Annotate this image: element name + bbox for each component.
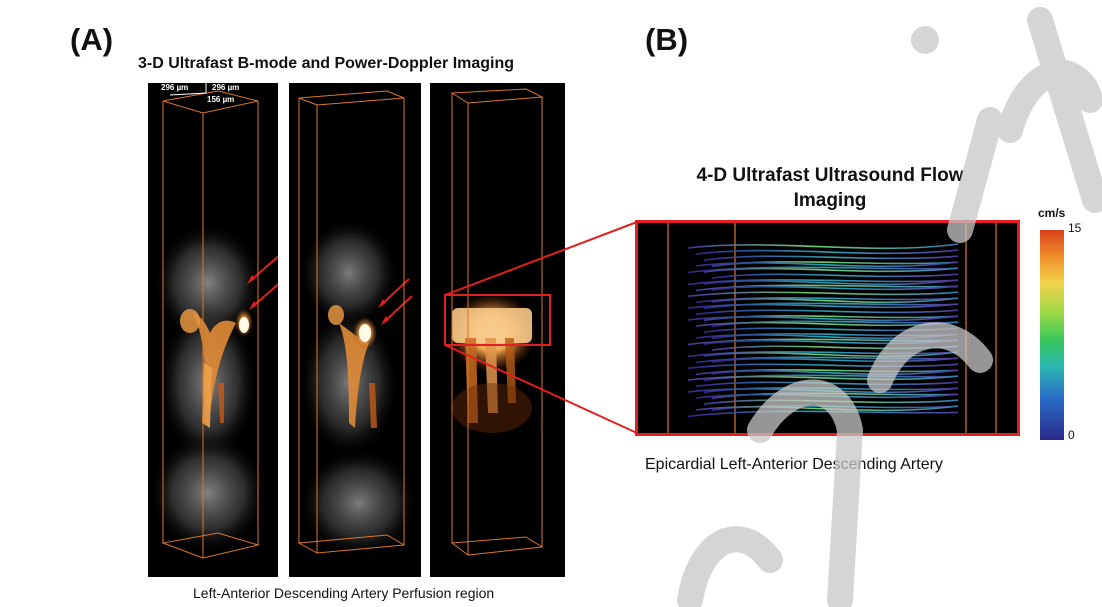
flow-streamline <box>687 363 959 369</box>
scale-label-x: 296 µm <box>161 83 189 92</box>
flow-streamline <box>703 327 959 333</box>
colorbar-min: 0 <box>1068 428 1075 442</box>
flow-streamline <box>711 285 959 291</box>
colorbar-unit: cm/s <box>1038 206 1066 220</box>
panel-b-title-line2: Imaging <box>793 190 867 211</box>
flow-imaging-frame <box>635 220 1020 436</box>
bmode-doppler-volume-2 <box>289 83 421 577</box>
panel-a-label: (A) <box>70 22 114 57</box>
panel-a-title: 3-D Ultrafast B-mode and Power-Doppler I… <box>138 55 515 72</box>
flow-streamline <box>711 297 959 304</box>
flow-streamline <box>687 303 959 309</box>
flow-streamline <box>687 243 959 250</box>
velocity-colorbar <box>1040 230 1064 440</box>
panel-a-caption: Left-Anterior Descending Artery Perfusio… <box>193 585 495 601</box>
flow-streamline <box>687 291 959 297</box>
flow-streamline <box>687 410 959 418</box>
bmode-doppler-volume-3 <box>430 83 565 577</box>
panel-b-title-line1: 4-D Ultrafast Ultrasound Flow <box>696 165 964 186</box>
bmode-doppler-volume-1 <box>148 83 278 577</box>
flow-streamline <box>703 399 959 405</box>
scale-label-y: 296 µm <box>212 83 240 92</box>
flow-streamline <box>703 279 959 286</box>
flow-streamline <box>695 284 959 292</box>
flow-streamline <box>711 273 959 279</box>
colorbar-max: 15 <box>1068 221 1082 235</box>
panel-b-caption: Epicardial Left-Anterior Descending Arte… <box>645 456 943 473</box>
panel-b-label: (B) <box>645 22 689 57</box>
flow-streamline <box>695 309 959 315</box>
flow-streamline <box>703 255 959 261</box>
flow-streamline <box>695 249 959 255</box>
scale-label-z: 156 µm <box>207 95 235 104</box>
flow-streamline <box>711 345 959 351</box>
flow-streamline <box>703 267 959 273</box>
flow-streamline <box>687 315 959 322</box>
panel-b-title: 4-D Ultrafast Ultrasound Flow Imaging <box>660 163 1000 213</box>
flow-streamline <box>695 261 959 268</box>
